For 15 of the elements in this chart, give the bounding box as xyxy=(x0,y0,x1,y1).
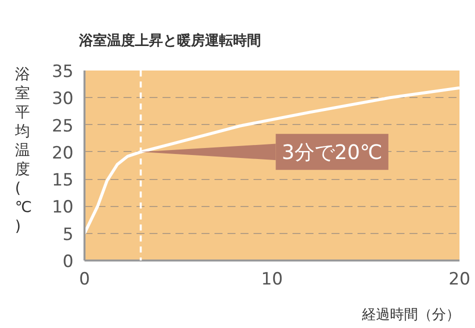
x-tick-label: 10 xyxy=(261,270,283,290)
y-tick-label: 20 xyxy=(52,143,74,164)
y-tick-label: 15 xyxy=(52,170,74,191)
y-tick-label: 35 xyxy=(52,62,74,82)
chart-title: 浴室温度上昇と暖房運転時間 xyxy=(79,32,261,51)
y-tick-label: 5 xyxy=(62,224,74,245)
x-tick-label: 0 xyxy=(79,270,90,290)
y-tick-label: 25 xyxy=(52,116,74,136)
x-axis-title: 経過時間（分） xyxy=(362,306,460,325)
x-tick-label: 20 xyxy=(448,270,470,290)
y-tick-label: 0 xyxy=(62,252,74,272)
text: 浴室平均温度(℃) xyxy=(15,65,32,235)
y-tick-label: 30 xyxy=(52,89,74,110)
annotation: 3分で20℃ xyxy=(282,140,382,164)
y-tick-label: 10 xyxy=(52,198,74,218)
